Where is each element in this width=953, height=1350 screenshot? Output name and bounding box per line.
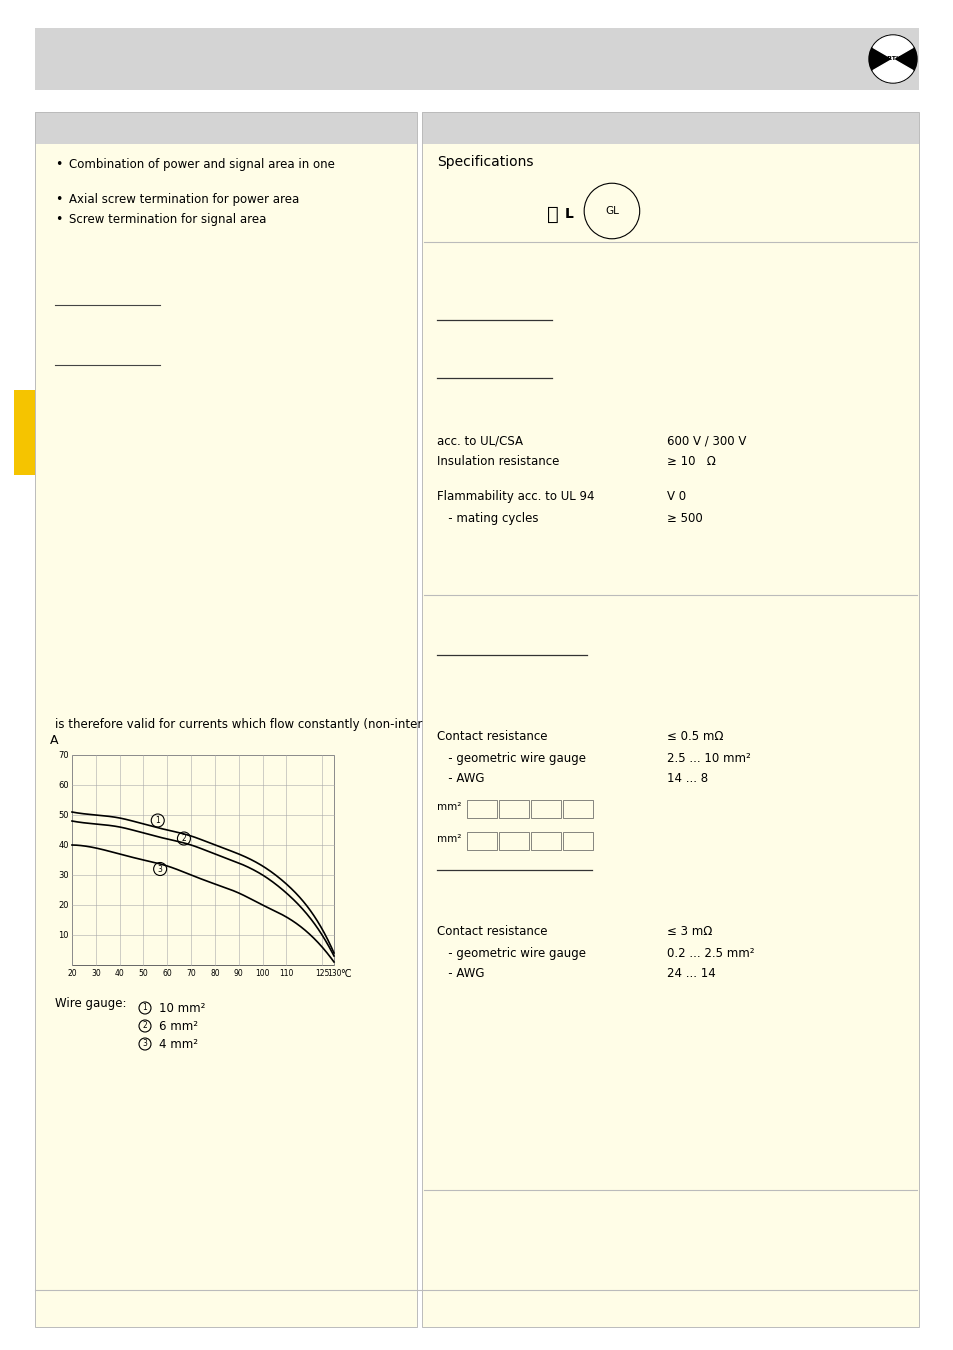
Text: •: • [55, 193, 62, 207]
Text: 2: 2 [181, 834, 186, 842]
Text: acc. to UL/CSA: acc. to UL/CSA [436, 435, 522, 448]
Text: 600 V / 300 V: 600 V / 300 V [666, 435, 745, 448]
Text: Insulation resistance: Insulation resistance [436, 455, 558, 468]
Text: °C: °C [339, 969, 351, 979]
Text: 60: 60 [58, 780, 69, 790]
Text: L: L [564, 207, 574, 221]
Bar [531, 832, 560, 850]
Text: 20: 20 [67, 969, 77, 977]
Circle shape [868, 35, 916, 82]
Text: 50: 50 [58, 810, 69, 819]
Text: - geometric wire gauge: - geometric wire gauge [436, 752, 585, 765]
Text: 110: 110 [279, 969, 294, 977]
Bar [35, 144, 416, 1327]
Text: •: • [55, 158, 62, 171]
Text: Screw termination for signal area: Screw termination for signal area [69, 213, 266, 225]
Text: 6 mm²: 6 mm² [159, 1021, 198, 1033]
Text: 50: 50 [138, 969, 148, 977]
Text: 10 mm²: 10 mm² [159, 1002, 205, 1015]
Text: 0.2 ... 2.5 mm²: 0.2 ... 2.5 mm² [666, 946, 754, 960]
Text: 125: 125 [314, 969, 329, 977]
Bar [421, 144, 918, 1327]
Text: 30: 30 [58, 871, 69, 879]
Text: 1: 1 [143, 1003, 147, 1012]
Text: Axial screw termination for power area: Axial screw termination for power area [69, 193, 299, 207]
Text: 1: 1 [155, 815, 160, 825]
Text: ≥ 10   Ω: ≥ 10 Ω [666, 455, 715, 468]
Text: mm²: mm² [436, 834, 461, 844]
Text: 3: 3 [142, 1040, 148, 1049]
Text: 2: 2 [143, 1022, 147, 1030]
Bar [467, 801, 497, 818]
Text: - AWG: - AWG [436, 772, 484, 784]
Text: A: A [50, 734, 58, 747]
Bar [562, 801, 593, 818]
Text: V 0: V 0 [666, 490, 685, 504]
Bar [14, 390, 35, 475]
Text: ®: ® [584, 205, 599, 220]
Text: 70: 70 [186, 969, 195, 977]
Bar [467, 832, 497, 850]
Text: 130: 130 [327, 969, 341, 977]
Text: Specifications: Specifications [436, 155, 533, 169]
Bar [35, 112, 416, 144]
Text: - geometric wire gauge: - geometric wire gauge [436, 946, 585, 960]
Bar [421, 112, 918, 144]
Text: 90: 90 [233, 969, 243, 977]
Bar [35, 28, 918, 90]
Text: 100: 100 [255, 969, 270, 977]
Text: 40: 40 [114, 969, 125, 977]
Text: HARTING: HARTING [876, 57, 908, 62]
Wedge shape [872, 36, 912, 59]
Text: Ⓤ: Ⓤ [546, 205, 558, 224]
Bar [35, 112, 416, 1327]
Text: 40: 40 [58, 841, 69, 849]
Text: 14 ... 8: 14 ... 8 [666, 772, 707, 784]
Text: mm²: mm² [436, 802, 461, 811]
Text: - AWG: - AWG [436, 967, 484, 980]
Bar [562, 832, 593, 850]
Bar [498, 801, 529, 818]
Text: is therefore valid for currents which flow constantly (non-inter: is therefore valid for currents which fl… [55, 718, 422, 730]
Text: 30: 30 [91, 969, 101, 977]
Text: Combination of power and signal area in one: Combination of power and signal area in … [69, 158, 335, 171]
Bar [71, 755, 334, 965]
Text: ≤ 3 mΩ: ≤ 3 mΩ [666, 925, 712, 938]
Text: 80: 80 [210, 969, 219, 977]
Text: Contact resistance: Contact resistance [436, 925, 547, 938]
Text: 2.5 ... 10 mm²: 2.5 ... 10 mm² [666, 752, 750, 765]
Bar [531, 801, 560, 818]
Text: - mating cycles: - mating cycles [436, 512, 537, 525]
Text: GL: GL [604, 207, 618, 216]
Text: 10: 10 [58, 930, 69, 940]
Text: Wire gauge:: Wire gauge: [55, 998, 127, 1010]
Text: •: • [55, 213, 62, 225]
Text: 3: 3 [157, 864, 162, 873]
Text: ≥ 500: ≥ 500 [666, 512, 702, 525]
Text: 60: 60 [162, 969, 172, 977]
Text: 4 mm²: 4 mm² [159, 1038, 198, 1052]
Text: Flammability acc. to UL 94: Flammability acc. to UL 94 [436, 490, 594, 504]
Text: 24 ... 14: 24 ... 14 [666, 967, 715, 980]
Bar [498, 832, 529, 850]
Text: 20: 20 [58, 900, 69, 910]
Text: 70: 70 [58, 751, 69, 760]
Wedge shape [872, 59, 912, 82]
Bar [71, 755, 334, 965]
Text: ≤ 0.5 mΩ: ≤ 0.5 mΩ [666, 730, 722, 742]
Text: Contact resistance: Contact resistance [436, 730, 547, 742]
Bar [421, 112, 918, 1327]
